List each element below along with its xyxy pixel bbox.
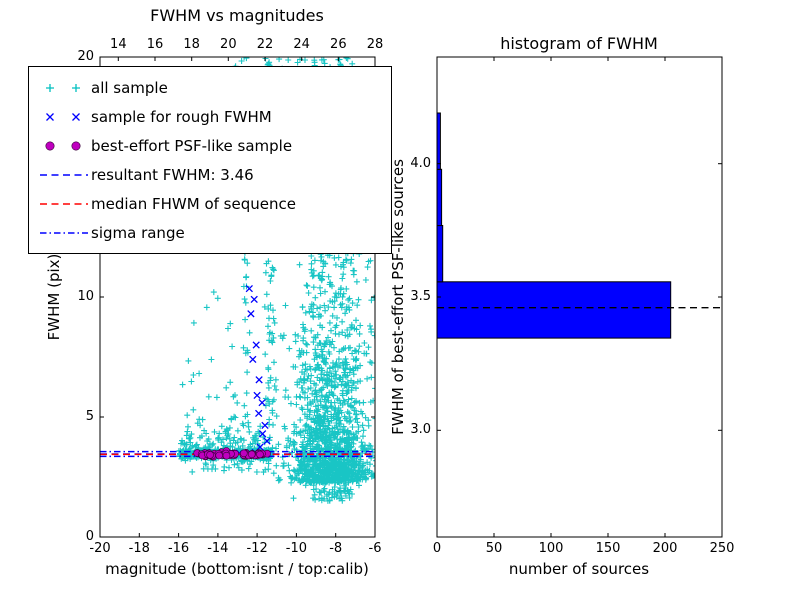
circle-marker-icon — [37, 136, 91, 156]
dashdot-line-icon — [37, 223, 91, 243]
left-plot-xlabel: magnitude (bottom:isnt / top:calib) — [105, 560, 369, 578]
histogram-bar — [436, 112, 441, 170]
left-plot-data-layer — [100, 57, 375, 504]
dashed-line-icon — [37, 194, 91, 214]
legend-entry-psf-sample: best-effort PSF-like sample — [37, 131, 383, 160]
legend: all sample sample for rough FWHM best-ef… — [28, 66, 392, 254]
right-plot-ylabel: FWHM of best-effort PSF-like sources — [389, 159, 407, 435]
legend-label: median FHWM of sequence — [91, 194, 296, 213]
histogram-bar — [436, 168, 443, 227]
legend-label: best-effort PSF-like sample — [91, 136, 293, 155]
x-marker-icon — [37, 107, 91, 127]
legend-label: sample for rough FWHM — [91, 107, 272, 126]
psf-sample-point — [215, 451, 223, 460]
right-plot-xlabel: number of sources — [508, 560, 650, 578]
legend-entry-resultant-fwhm: resultant FWHM: 3.46 — [37, 160, 383, 189]
legend-entry-rough-fwhm: sample for rough FWHM — [37, 102, 383, 131]
legend-entry-sigma-range: sigma range — [37, 218, 383, 247]
dashed-line-icon — [37, 165, 91, 185]
legend-entry-median-fwhm: median FHWM of sequence — [37, 189, 383, 218]
psf-sample-point — [240, 449, 248, 458]
psf-sample-point — [206, 451, 214, 459]
legend-label: resultant FWHM: 3.46 — [91, 165, 254, 184]
psf-sample-point — [256, 450, 264, 459]
legend-label: all sample — [91, 78, 168, 97]
right-plot-title: histogram of FWHM — [500, 34, 658, 53]
histogram-bar — [436, 281, 672, 339]
plus-marker-icon — [37, 78, 91, 98]
psf-sample-point — [247, 450, 256, 459]
histogram-bar — [436, 225, 444, 283]
psf-sample-point — [222, 451, 231, 460]
legend-label: sigma range — [91, 223, 185, 242]
left-plot-title: FWHM vs magnitudes — [150, 6, 324, 25]
legend-entry-all-sample: all sample — [37, 73, 383, 102]
